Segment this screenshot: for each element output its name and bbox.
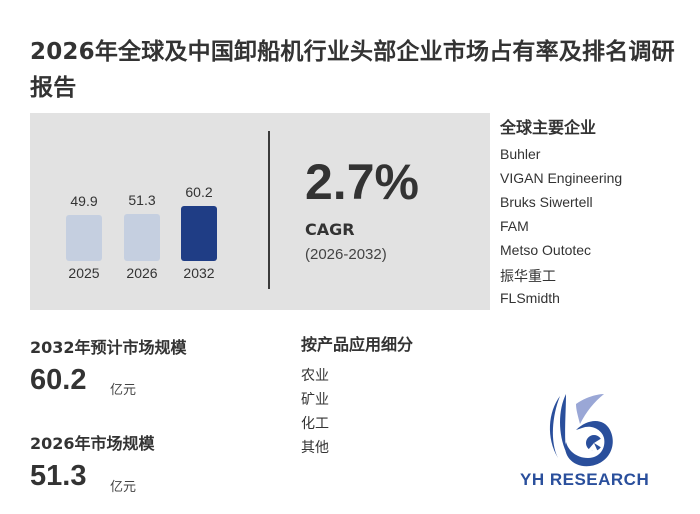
application-item: 化工 (301, 416, 329, 432)
current-size-value: 51.3 (30, 460, 87, 492)
company-item: VIGAN Engineering (500, 170, 623, 186)
company-item: Bruks Siwertell (500, 194, 593, 210)
company-item: FAM (500, 218, 529, 234)
panel-divider (268, 131, 270, 289)
bar-value-label: 51.3 (128, 192, 156, 208)
company-item: Metso Outotec (500, 242, 592, 258)
cagr-label: CAGR (305, 220, 355, 239)
current-size-label: 2026年市场规模 (30, 434, 155, 453)
company-item: 振华重工 (500, 268, 556, 284)
bar-value-label: 60.2 (185, 184, 213, 200)
bar-category-label: 2025 (68, 265, 100, 281)
applications-title: 按产品应用细分 (301, 335, 414, 354)
market-summary-panel: 49.9 2025 51.3 2026 60.2 2032 2.7% CAGR (2026… (30, 113, 490, 310)
application-item: 矿业 (301, 392, 329, 408)
bar-2025 (66, 215, 102, 261)
forecast-size-label: 2032年预计市场规模 (30, 338, 187, 357)
company-item: Buhler (500, 146, 541, 162)
bar-category-label: 2026 (126, 265, 158, 281)
application-item: 其他 (301, 440, 329, 456)
bar-value-label: 49.9 (70, 193, 98, 209)
company-item: FLSmidth (500, 290, 560, 306)
companies-title: 全球主要企业 (500, 118, 597, 137)
current-size-unit: 亿元 (110, 480, 137, 495)
report-title: 2026年全球及中国卸船机行业头部企业市场占有率及排名调研报告 (30, 39, 675, 101)
bar-2026 (124, 214, 160, 261)
forecast-size-unit: 亿元 (110, 383, 137, 398)
yh-research-logo-icon (549, 394, 613, 467)
cagr-value: 2.7% (305, 154, 419, 210)
forecast-size-value: 60.2 (30, 364, 87, 396)
cagr-range: (2026-2032) (305, 246, 387, 263)
bar-category-label: 2032 (183, 265, 215, 281)
application-item: 农业 (301, 368, 329, 384)
bar-2032 (181, 206, 217, 261)
logo-text: YH RESEARCH (520, 470, 650, 489)
